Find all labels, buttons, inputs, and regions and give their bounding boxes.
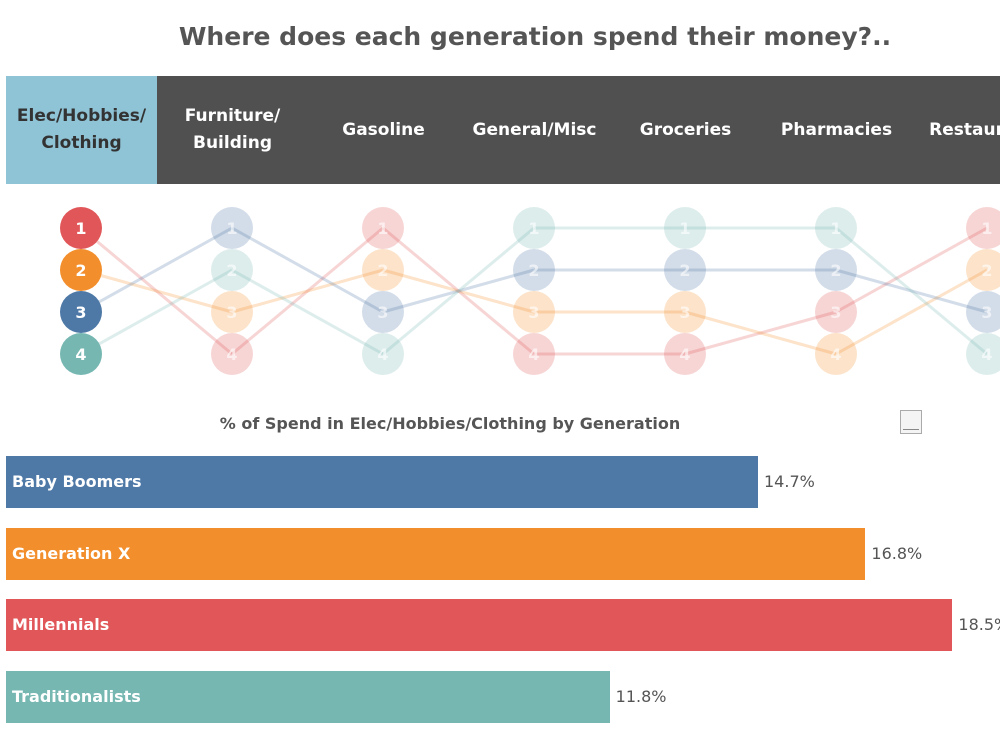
bar-chart-title: % of Spend in Elec/Hobbies/Clothing by G… [219,414,681,433]
bar-millennials[interactable] [6,599,953,651]
bump-line-generation-x-1 [231,268,384,314]
bump-rank-label: 2 [75,261,86,280]
bump-line-generation-x-4 [684,310,837,356]
bump-rank-label: 3 [830,303,841,322]
bump-point-millennials-5[interactable]: 3 [815,291,857,333]
bump-line-baby-boomers-2 [382,268,535,314]
bump-line-millennials-0 [80,226,233,356]
tab-pharmacies[interactable]: Pharmacies [780,119,893,140]
rank-bump-chart: 1 4 1 4 4 3 1 2 3 2 3 3 4 2 3 1 3 2 2 2 3 4 2 4 1 1 1 4 [60,207,1000,375]
bar-generation-x[interactable] [6,527,866,580]
bump-rank-label: 2 [679,261,690,280]
tab-restaurants[interactable]: Restaurants [929,119,1000,140]
tab-gasoline[interactable]: Gasoline [342,119,425,140]
bump-point-millennials-6[interactable]: 1 [966,207,1000,249]
bump-line-baby-boomers-5 [835,268,988,314]
bump-point-generation-x-3[interactable]: 3 [513,291,555,333]
bar-value-label: 11.8% [615,686,667,706]
bar-baby-boomers[interactable] [6,456,758,508]
bump-line-traditionalists-0 [80,268,233,356]
bump-point-traditionalists-2[interactable]: 4 [362,333,404,375]
bar-value-label: 18.5% [958,615,1000,634]
category-tab-bar: Elec/Hobbies/ Clothing Furniture/ Buildi… [6,76,1000,184]
bump-line-baby-boomers-1 [231,226,384,314]
bump-rank-label: 2 [830,261,841,280]
bump-point-traditionalists-5[interactable]: 1 [815,207,857,249]
bump-point-baby-boomers-1[interactable]: 1 [211,207,253,249]
bump-line-millennials-2 [382,226,535,356]
bump-line-baby-boomers-0 [80,226,233,314]
bump-rank-label: 3 [377,303,388,322]
bump-point-millennials-0[interactable]: 1 [60,207,102,249]
tab-groceries[interactable]: Groceries [639,119,732,140]
bar-category-label: Baby Boomers [12,472,142,491]
bump-point-generation-x-5[interactable]: 4 [815,333,857,375]
bump-rank-label: 4 [981,345,992,364]
bump-rank-label: 4 [226,345,237,364]
bar-traditionalists[interactable] [6,670,610,723]
bump-point-traditionalists-6[interactable]: 4 [966,333,1000,375]
bump-point-baby-boomers-6[interactable]: 3 [966,291,1000,333]
bump-point-baby-boomers-5[interactable]: 2 [815,249,857,291]
bump-line-generation-x-2 [382,268,535,314]
bump-point-traditionalists-4[interactable]: 1 [664,207,706,249]
bump-rank-label: 4 [528,345,539,364]
bump-line-millennials-5 [835,226,988,314]
bump-rank-label: 2 [226,261,237,280]
bar-category-label: Traditionalists [12,686,141,706]
bump-rank-label: 1 [377,219,388,238]
bump-rank-label: 3 [528,303,539,322]
dashboard-title: Where does each generation spend their m… [178,22,892,51]
bump-point-traditionalists-0[interactable]: 4 [60,333,102,375]
bump-rank-label: 1 [528,219,539,238]
bump-line-traditionalists-2 [382,226,535,356]
bump-point-millennials-4[interactable]: 4 [664,333,706,375]
bump-point-generation-x-2[interactable]: 2 [362,249,404,291]
bump-line-generation-x-0 [80,268,233,314]
bump-point-traditionalists-3[interactable]: 1 [513,207,555,249]
bump-point-generation-x-0[interactable]: 2 [60,249,102,291]
bump-rank-label: 1 [830,219,841,238]
bump-rank-label: 2 [377,261,388,280]
bump-rank-label: 1 [679,219,690,238]
bump-rank-label: 1 [226,219,237,238]
bump-point-traditionalists-1[interactable]: 2 [211,249,253,291]
bump-rank-label: 4 [377,345,388,364]
bump-point-generation-x-6[interactable]: 2 [966,249,1000,291]
bump-rank-label: 4 [830,345,841,364]
bar-category-label: Generation X [12,543,131,563]
bump-line-millennials-4 [684,310,837,356]
bump-rank-label: 4 [679,345,690,364]
bar-value-label: 16.8% [871,543,923,563]
bump-line-traditionalists-1 [231,268,384,356]
bump-point-baby-boomers-3[interactable]: 2 [513,249,555,291]
tab-furniture-building[interactable]: Furniture/ Building [184,106,281,153]
bump-rank-label: 1 [75,219,86,238]
bump-point-millennials-1[interactable]: 4 [211,333,253,375]
bump-point-millennials-2[interactable]: 1 [362,207,404,249]
tab-elec-hobbies-clothing[interactable]: Elec/Hobbies/ Clothing [6,76,157,184]
bump-rank-label: 1 [981,219,992,238]
bump-point-generation-x-4[interactable]: 3 [664,291,706,333]
bump-rank-label: 3 [226,303,237,322]
bump-rank-label: 3 [981,303,992,322]
bar-category-label: Millennials [12,615,110,634]
bump-point-millennials-3[interactable]: 4 [513,333,555,375]
bump-rank-label: 2 [528,261,539,280]
bump-point-baby-boomers-2[interactable]: 3 [362,291,404,333]
bump-point-baby-boomers-4[interactable]: 2 [664,249,706,291]
bump-line-generation-x-5 [835,268,988,356]
bar-value-label: 14.7% [764,472,815,491]
bump-rank-label: 3 [75,303,86,322]
bump-line-millennials-1 [231,226,384,356]
bump-point-generation-x-1[interactable]: 3 [211,291,253,333]
bump-line-traditionalists-5 [835,226,988,356]
bump-point-baby-boomers-0[interactable]: 3 [60,291,102,333]
bump-rank-label: 4 [75,345,86,364]
bump-rank-label: 3 [679,303,690,322]
toggle-checkbox[interactable] [900,410,922,434]
bump-rank-label: 2 [981,261,992,280]
tab-general-misc[interactable]: General/Misc [472,119,597,140]
